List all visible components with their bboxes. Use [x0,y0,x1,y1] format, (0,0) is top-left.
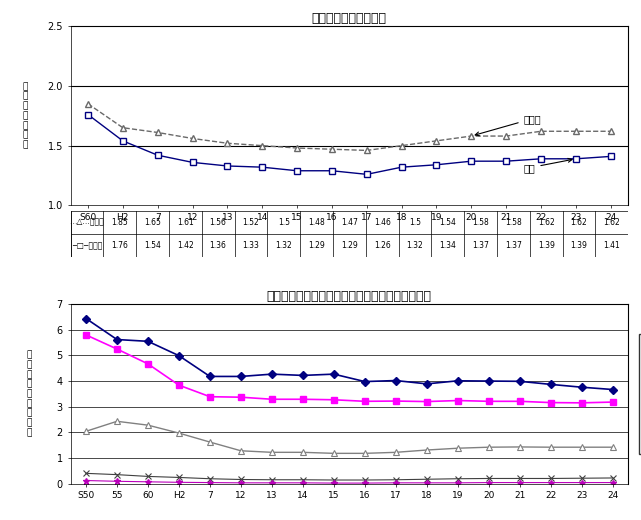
Text: 1.65: 1.65 [144,218,161,227]
Title: 合計特殊出生率の推移: 合計特殊出生率の推移 [312,12,387,25]
Text: 1.42: 1.42 [177,241,194,250]
Y-axis label: 出
生
率
（
人
口
千
対
）: 出 生 率 （ 人 口 千 対 ） [26,350,31,437]
Text: 1.76: 1.76 [112,241,128,250]
Text: 1.26: 1.26 [374,241,390,250]
Text: 1.32: 1.32 [276,241,292,250]
Text: 1.37: 1.37 [472,241,489,250]
Text: 1.32: 1.32 [406,241,423,250]
Y-axis label: 合
計
特
殊
出
生
率: 合 計 特 殊 出 生 率 [22,82,28,149]
Text: 1.48: 1.48 [308,218,325,227]
Text: 1.58: 1.58 [472,218,489,227]
Legend: 第１子, 第２子, 第３子, 第４子, 第５子以上: 第１子, 第２子, 第３子, 第４子, 第５子以上 [638,334,641,454]
Text: 1.54: 1.54 [439,218,456,227]
Text: 1.36: 1.36 [210,241,226,250]
Title: 出生順位別出生率（人口千対）の推移（熊本県）: 出生順位別出生率（人口千対）の推移（熊本県） [267,290,432,303]
Text: 1.37: 1.37 [505,241,522,250]
Text: 1.62: 1.62 [538,218,554,227]
Text: 1.52: 1.52 [242,218,260,227]
Text: 1.29: 1.29 [308,241,325,250]
Text: 1.5: 1.5 [409,218,421,227]
Text: 1.54: 1.54 [144,241,161,250]
Text: …△…熊本県: …△…熊本県 [69,218,104,227]
Text: 1.41: 1.41 [603,241,620,250]
Text: 熊本県: 熊本県 [475,114,541,136]
Text: 1.85: 1.85 [112,218,128,227]
Text: 1.33: 1.33 [242,241,260,250]
Text: ─□─全　国: ─□─全 国 [72,241,102,250]
Text: 1.62: 1.62 [603,218,620,227]
Text: 1.29: 1.29 [341,241,358,250]
Text: 1.56: 1.56 [210,218,226,227]
Text: 1.47: 1.47 [341,218,358,227]
Text: 1.46: 1.46 [374,218,390,227]
Text: 1.5: 1.5 [278,218,290,227]
Text: 1.62: 1.62 [570,218,587,227]
Text: 1.39: 1.39 [538,241,554,250]
Text: 1.39: 1.39 [570,241,587,250]
Text: 1.61: 1.61 [177,218,194,227]
Text: 全国: 全国 [524,159,572,173]
Text: 1.34: 1.34 [439,241,456,250]
Text: 1.58: 1.58 [505,218,522,227]
